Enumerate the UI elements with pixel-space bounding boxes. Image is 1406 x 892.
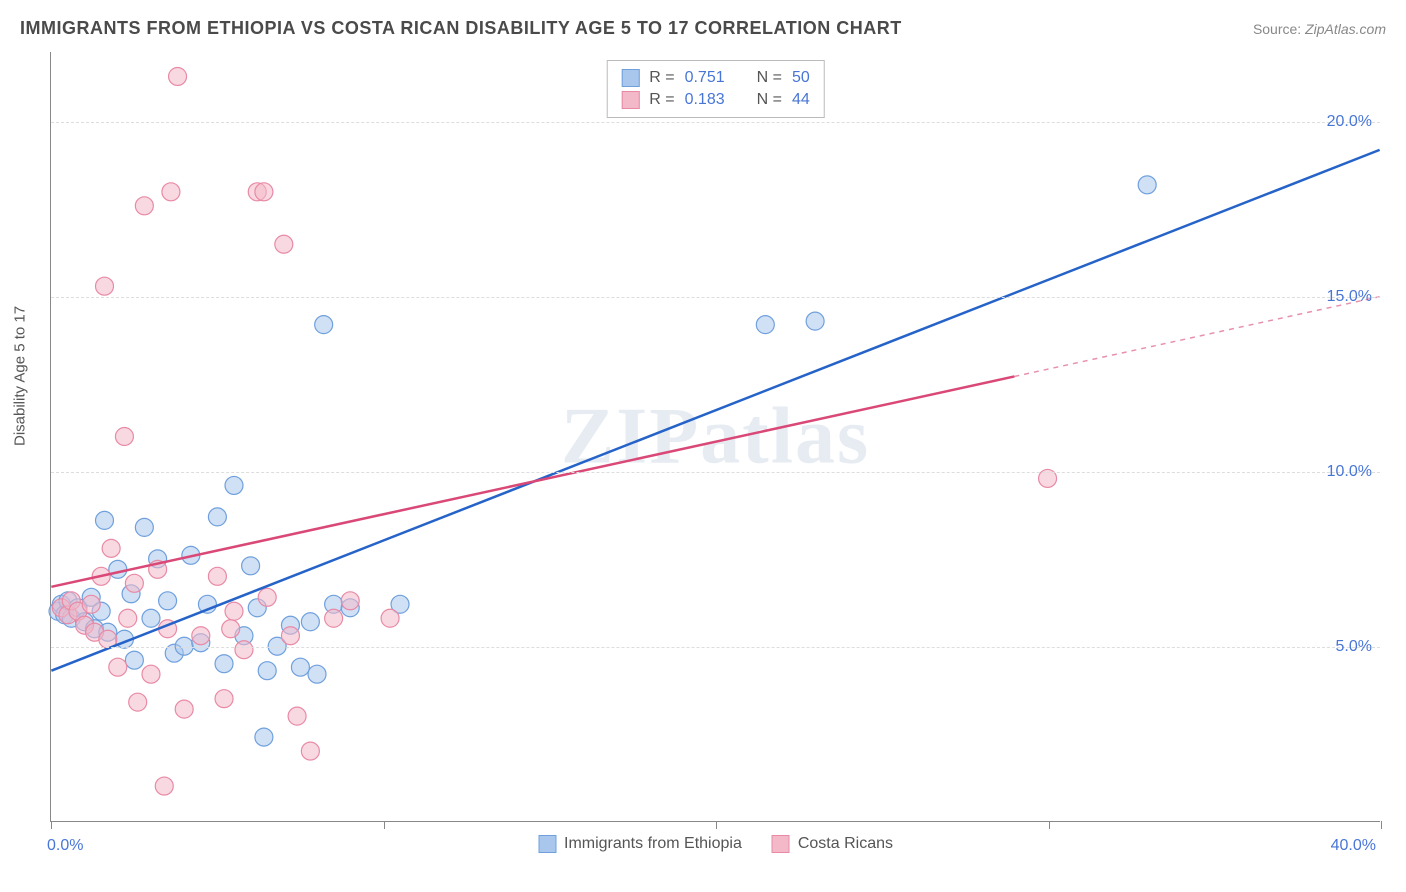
- gridline-h: [51, 472, 1380, 473]
- x-tick: [51, 821, 52, 829]
- y-tick-label: 15.0%: [1327, 288, 1372, 306]
- n-label: N =: [757, 69, 782, 87]
- data-point-ethiopia: [225, 476, 243, 494]
- data-point-costarica: [225, 602, 243, 620]
- data-point-ethiopia: [109, 560, 127, 578]
- x-tick: [384, 821, 385, 829]
- y-axis-label: Disability Age 5 to 17: [12, 306, 29, 446]
- data-point-costarica: [275, 235, 293, 253]
- y-tick-label: 20.0%: [1327, 113, 1372, 131]
- data-point-costarica: [102, 539, 120, 557]
- data-point-costarica: [381, 609, 399, 627]
- legend-item-ethiopia: Immigrants from Ethiopia: [538, 835, 742, 853]
- bottom-legend: Immigrants from Ethiopia Costa Ricans: [538, 835, 893, 853]
- n-value: 44: [792, 91, 810, 109]
- data-point-ethiopia: [806, 312, 824, 330]
- data-point-ethiopia: [756, 316, 774, 334]
- data-point-costarica: [162, 183, 180, 201]
- legend-swatch: [621, 69, 639, 87]
- data-point-costarica: [175, 700, 193, 718]
- data-point-costarica: [119, 609, 137, 627]
- data-point-costarica: [129, 693, 147, 711]
- n-label: N =: [757, 91, 782, 109]
- scatter-plot-svg: [51, 52, 1380, 821]
- trendline-costarica: [51, 376, 1014, 586]
- source-attribution: Source: ZipAtlas.com: [1253, 21, 1386, 37]
- data-point-costarica: [142, 665, 160, 683]
- y-tick-label: 10.0%: [1327, 463, 1372, 481]
- data-point-costarica: [235, 641, 253, 659]
- r-label: R =: [649, 91, 674, 109]
- data-point-costarica: [169, 67, 187, 85]
- legend-label: Costa Ricans: [798, 835, 893, 853]
- data-point-ethiopia: [96, 511, 114, 529]
- trendline-dashed-costarica: [1014, 297, 1379, 377]
- data-point-costarica: [215, 690, 233, 708]
- data-point-costarica: [125, 574, 143, 592]
- plot-area: ZIPatlas R =0.751N =50R =0.183N =44 Immi…: [50, 52, 1380, 822]
- r-value: 0.183: [685, 91, 725, 109]
- data-point-costarica: [109, 658, 127, 676]
- stats-row-ethiopia: R = 0.751 N = 50: [621, 67, 810, 89]
- gridline-h: [51, 297, 1380, 298]
- data-point-costarica: [301, 742, 319, 760]
- data-point-costarica: [325, 609, 343, 627]
- n-value: 50: [792, 69, 810, 87]
- data-point-ethiopia: [215, 655, 233, 673]
- x-tick-label: 40.0%: [1331, 837, 1376, 855]
- chart-header: IMMIGRANTS FROM ETHIOPIA VS COSTA RICAN …: [20, 18, 1386, 39]
- data-point-costarica: [208, 567, 226, 585]
- stats-row-costarica: R = 0.183 N = 44: [621, 89, 810, 111]
- data-point-ethiopia: [159, 592, 177, 610]
- data-point-ethiopia: [208, 508, 226, 526]
- data-point-costarica: [258, 588, 276, 606]
- legend-swatch: [621, 91, 639, 109]
- correlation-stats-box: R = 0.751 N = 50 R = 0.183 N = 44: [606, 60, 825, 118]
- y-tick-label: 5.0%: [1336, 638, 1372, 656]
- x-tick: [1381, 821, 1382, 829]
- legend-label: Immigrants from Ethiopia: [564, 835, 742, 853]
- data-point-ethiopia: [242, 557, 260, 575]
- data-point-costarica: [192, 627, 210, 645]
- data-point-costarica: [288, 707, 306, 725]
- data-point-costarica: [82, 595, 100, 613]
- r-value: 0.751: [685, 69, 725, 87]
- source-prefix: Source:: [1253, 21, 1305, 37]
- x-tick: [716, 821, 717, 829]
- x-tick-label: 0.0%: [47, 837, 83, 855]
- data-point-costarica: [281, 627, 299, 645]
- legend-item-costarica: Costa Ricans: [772, 835, 893, 853]
- data-point-ethiopia: [255, 728, 273, 746]
- chart-title: IMMIGRANTS FROM ETHIOPIA VS COSTA RICAN …: [20, 18, 902, 39]
- data-point-ethiopia: [291, 658, 309, 676]
- data-point-costarica: [115, 428, 133, 446]
- data-point-ethiopia: [135, 518, 153, 536]
- data-point-ethiopia: [308, 665, 326, 683]
- gridline-h: [51, 122, 1380, 123]
- x-tick: [1049, 821, 1050, 829]
- data-point-ethiopia: [258, 662, 276, 680]
- data-point-ethiopia: [1138, 176, 1156, 194]
- data-point-costarica: [155, 777, 173, 795]
- data-point-ethiopia: [125, 651, 143, 669]
- data-point-costarica: [96, 277, 114, 295]
- data-point-ethiopia: [142, 609, 160, 627]
- data-point-costarica: [255, 183, 273, 201]
- data-point-costarica: [341, 592, 359, 610]
- legend-swatch: [772, 835, 790, 853]
- data-point-costarica: [222, 620, 240, 638]
- gridline-h: [51, 647, 1380, 648]
- data-point-ethiopia: [315, 316, 333, 334]
- source-name: ZipAtlas.com: [1305, 21, 1386, 37]
- data-point-costarica: [135, 197, 153, 215]
- data-point-ethiopia: [301, 613, 319, 631]
- legend-swatch: [538, 835, 556, 853]
- trendline-ethiopia: [51, 150, 1379, 671]
- r-label: R =: [649, 69, 674, 87]
